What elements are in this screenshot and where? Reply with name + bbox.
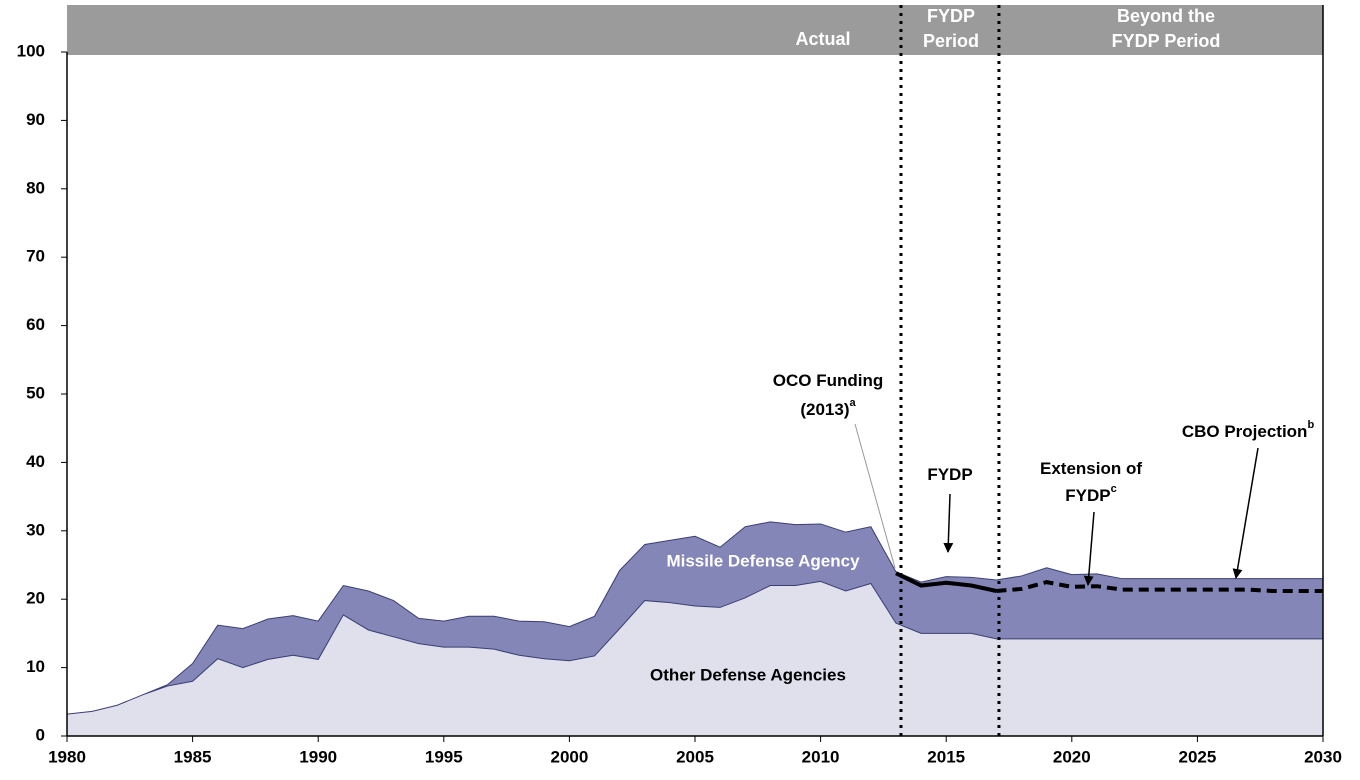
annotation: OCO Funding <box>773 371 883 390</box>
annotation-pointer <box>1232 447 1259 579</box>
annotation: FYDP <box>927 465 972 484</box>
period-label: FYDP Period <box>1112 31 1221 51</box>
x-tick-label: 2025 <box>1178 747 1216 766</box>
period-label: Period <box>923 31 979 51</box>
y-tick-label: 90 <box>26 110 45 129</box>
x-tick-label: 1995 <box>425 747 463 766</box>
y-tick-label: 0 <box>36 725 45 744</box>
annotation-sup: a <box>850 397 857 409</box>
period-label: FYDP <box>927 6 975 26</box>
annotation-text: FYDP <box>927 465 972 484</box>
annotation-sup: c <box>1111 483 1117 495</box>
y-tick-label: 70 <box>26 247 45 266</box>
annotation-text: Extension of <box>1040 459 1142 478</box>
x-tick-label: 2015 <box>927 747 965 766</box>
y-tick-label: 40 <box>26 452 45 471</box>
x-tick-label: 2030 <box>1304 747 1342 766</box>
x-tick-label: 2005 <box>676 747 714 766</box>
y-tick-label: 20 <box>26 589 45 608</box>
annotation: CBO Projectionb <box>1182 419 1315 442</box>
annotation-text: (2013) <box>800 400 849 419</box>
y-tick-label: 50 <box>26 383 45 402</box>
y-tick-label: 60 <box>26 315 45 334</box>
annotation-text: FYDP <box>1065 486 1110 505</box>
x-tick-label: 1990 <box>299 747 337 766</box>
series-label: Other Defense Agencies <box>650 665 846 684</box>
series-label: Missile Defense Agency <box>666 551 860 570</box>
annotation-pointer <box>1083 511 1095 586</box>
annotation-text: CBO Projection <box>1182 422 1308 441</box>
annotation-text: OCO Funding <box>773 371 883 390</box>
annotation-sup: b <box>1307 419 1314 431</box>
x-tick-label: 1985 <box>174 747 212 766</box>
y-tick-label: 80 <box>26 178 45 197</box>
annotation: FYDPc <box>1065 483 1116 506</box>
x-tick-label: 2010 <box>802 747 840 766</box>
period-label: Beyond the <box>1117 6 1215 26</box>
x-tick-label: 1980 <box>48 747 86 766</box>
projection-line <box>895 571 997 593</box>
y-tick-label: 30 <box>26 520 45 539</box>
period-label: Actual <box>795 29 850 49</box>
projection-line <box>996 580 1323 593</box>
x-tick-label: 2020 <box>1053 747 1091 766</box>
y-tick-label: 10 <box>26 657 45 676</box>
y-tick-label: 100 <box>17 41 45 60</box>
area <box>67 581 1323 736</box>
annotation: (2013)a <box>800 397 856 420</box>
annotation: Extension of <box>1040 459 1142 478</box>
annotation-pointer <box>943 493 954 553</box>
x-tick-label: 2000 <box>550 747 588 766</box>
annotation-pointer <box>854 423 896 569</box>
period-band <box>67 5 1323 55</box>
